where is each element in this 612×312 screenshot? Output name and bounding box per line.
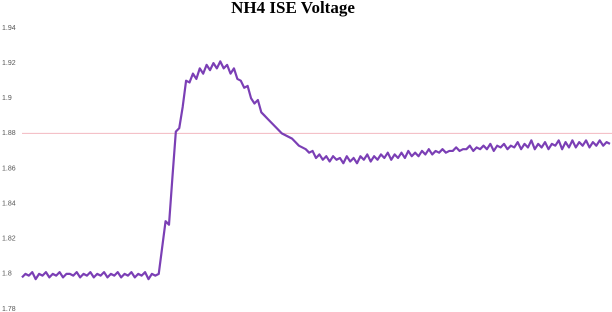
y-tick-label: 1.94	[2, 25, 16, 32]
y-tick-label: 1.9	[2, 95, 12, 102]
y-tick-label: 1.78	[2, 306, 16, 312]
y-tick-label: 1.92	[2, 60, 16, 67]
y-tick-label: 1.8	[2, 271, 12, 278]
chart-title: NH4 ISE Voltage	[231, 0, 355, 17]
y-tick-label: 1.88	[2, 130, 16, 137]
y-tick-label: 1.86	[2, 165, 16, 172]
y-tick-label: 1.82	[2, 236, 16, 243]
y-tick-label: 1.84	[2, 200, 16, 207]
data-line	[21, 60, 611, 281]
